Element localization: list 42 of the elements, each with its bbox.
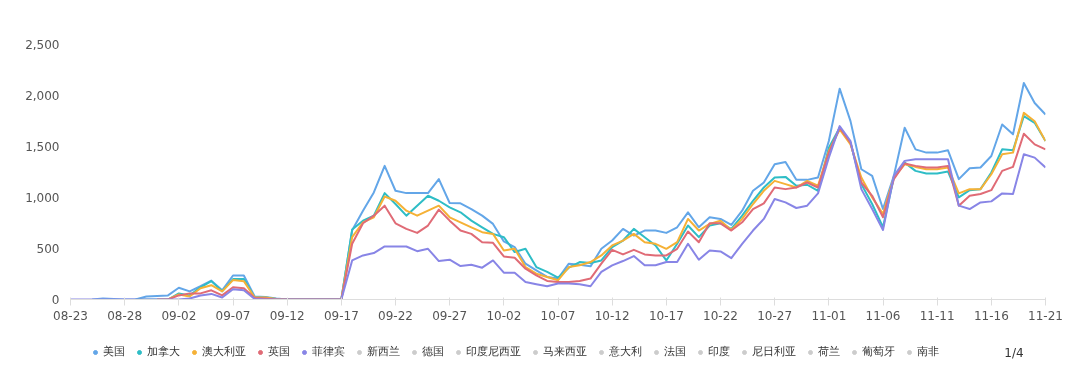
x-tick-label: 10-02	[486, 308, 522, 323]
y-tick-label: 500	[36, 242, 60, 256]
y-tick-label: 1,500	[25, 140, 60, 154]
x-tick-label: 09-12	[269, 308, 305, 323]
legend-label: 荷兰	[818, 344, 840, 359]
y-tick-label: 1,000	[25, 191, 60, 205]
x-tick-label: 10-22	[703, 308, 738, 323]
legend-label: 新西兰	[367, 344, 400, 359]
x-tick-label: 09-17	[323, 308, 359, 323]
legend-label: 印度	[708, 344, 730, 359]
legend-label: 马来西亚	[543, 344, 587, 359]
legend-label: 印度尼西亚	[466, 344, 521, 359]
x-tick-label: 10-12	[594, 308, 630, 323]
legend-label: 葡萄牙	[862, 344, 895, 359]
x-tick-label: 09-07	[215, 308, 251, 323]
x-tick-label: 09-27	[432, 308, 468, 323]
legend-label: 德国	[422, 344, 444, 359]
y-tick-label: 0	[51, 293, 60, 307]
y-tick-label: 2,500	[25, 38, 60, 52]
legend-label: 美国	[103, 344, 125, 359]
text: 1/4	[1004, 345, 1024, 360]
x-tick-label: 11-01	[811, 308, 847, 323]
legend-label: 加拿大	[147, 344, 180, 359]
x-tick-label: 11-06	[865, 308, 901, 323]
legend-label: 尼日利亚	[752, 344, 796, 359]
y-tick-label: 2,000	[25, 89, 60, 103]
x-tick-label: 10-07	[540, 308, 576, 323]
legend-label: 英国	[268, 344, 290, 359]
x-tick-label: 09-02	[161, 308, 197, 323]
legend-label: 菲律宾	[312, 344, 345, 359]
legend-label: 法国	[664, 344, 686, 359]
x-tick-label: 09-22	[378, 308, 413, 323]
legend-label: 南非	[917, 344, 939, 359]
legend-label: 澳大利亚	[202, 344, 246, 359]
x-tick-label: 10-17	[648, 308, 684, 323]
x-tick-label: 08-23	[53, 308, 88, 323]
x-tick-label: 11-11	[919, 308, 955, 323]
x-tick-label: 08-28	[107, 308, 143, 323]
legend-label: 意大利	[609, 344, 642, 359]
x-tick-label: 11-21	[1028, 308, 1063, 323]
x-tick-label: 11-16	[973, 308, 1009, 323]
x-tick-label: 10-27	[757, 308, 793, 323]
